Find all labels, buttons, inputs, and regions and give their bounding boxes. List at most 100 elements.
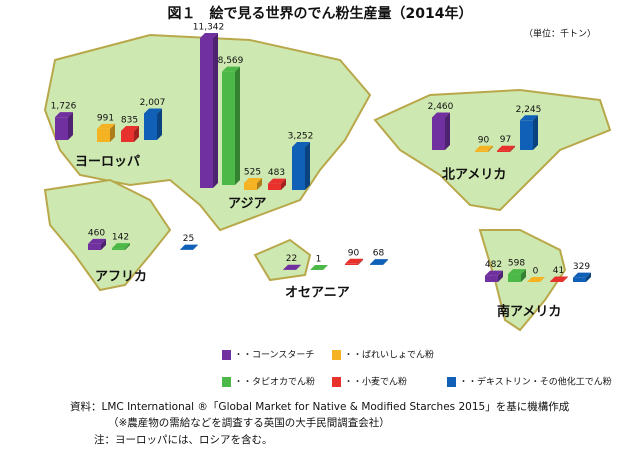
region-label: ヨーロッパ bbox=[75, 155, 140, 170]
bar bbox=[144, 108, 162, 140]
bar-side bbox=[281, 178, 286, 190]
bar-side bbox=[383, 259, 388, 265]
value-label: 142 bbox=[112, 233, 129, 243]
value-label: 68 bbox=[373, 249, 385, 259]
bar-front bbox=[573, 277, 586, 282]
bar-side bbox=[305, 141, 310, 190]
bar-front bbox=[121, 130, 134, 142]
legend-label: ・・ばれいしょでん粉 bbox=[344, 349, 434, 361]
bar-top bbox=[121, 125, 139, 131]
bar-front bbox=[112, 248, 125, 250]
bar-front bbox=[97, 128, 110, 142]
value-label: 2,007 bbox=[140, 98, 166, 108]
region-label: オセアニア bbox=[285, 286, 350, 301]
bar-front bbox=[200, 38, 213, 188]
bar-top bbox=[97, 123, 115, 129]
bar bbox=[268, 178, 286, 190]
bar-top bbox=[268, 178, 286, 184]
legend-label: ・・デキストリン・その他化工でん粉 bbox=[459, 376, 612, 388]
bar-front bbox=[485, 275, 498, 282]
bar-front bbox=[244, 183, 257, 190]
bar-front bbox=[88, 243, 101, 250]
bar-side bbox=[533, 115, 538, 150]
value-label: 483 bbox=[268, 168, 285, 178]
legend-label: ・・コーンスターチ bbox=[234, 350, 314, 361]
region-label: 南アメリカ bbox=[497, 304, 561, 320]
bar bbox=[180, 244, 198, 250]
bar bbox=[97, 123, 115, 142]
bar-top bbox=[222, 66, 240, 72]
value-label: 460 bbox=[88, 228, 105, 238]
bar-front bbox=[550, 281, 563, 282]
bar-front bbox=[432, 117, 445, 150]
legend-label: ・・タピオカでん粉 bbox=[234, 376, 315, 388]
bar-front bbox=[222, 71, 235, 185]
bar-top bbox=[55, 112, 73, 118]
bar-top bbox=[310, 264, 328, 270]
bar-top bbox=[527, 277, 545, 282]
value-label: 90 bbox=[348, 248, 360, 258]
bar bbox=[112, 243, 130, 250]
chart-title: 図１ 絵で見る世界のでん粉生産量（2014年） bbox=[168, 5, 473, 22]
bar-top bbox=[508, 269, 526, 275]
bar-top bbox=[292, 141, 310, 147]
value-label: 1 bbox=[316, 254, 322, 264]
bar-side bbox=[586, 272, 591, 282]
bar-side bbox=[101, 238, 106, 250]
legend-swatch bbox=[332, 350, 341, 360]
bar bbox=[121, 125, 139, 142]
bar-side bbox=[510, 145, 515, 152]
value-label: 3,252 bbox=[288, 131, 314, 141]
bar-side bbox=[521, 269, 526, 282]
bar bbox=[485, 270, 503, 282]
bar bbox=[310, 264, 328, 270]
value-label: 835 bbox=[121, 115, 138, 125]
region-label: 北アメリカ bbox=[442, 168, 506, 183]
bar bbox=[244, 178, 262, 190]
bar bbox=[370, 259, 388, 265]
bar-side bbox=[193, 244, 198, 250]
bar-front bbox=[292, 146, 305, 190]
bar-front bbox=[508, 274, 521, 282]
bar bbox=[283, 264, 301, 270]
bar-front bbox=[268, 183, 281, 190]
bar-top bbox=[485, 270, 503, 276]
bar-side bbox=[445, 112, 450, 150]
bar bbox=[222, 66, 240, 185]
bar-front bbox=[497, 150, 510, 152]
bar-top bbox=[475, 145, 493, 151]
bar-side bbox=[498, 270, 503, 282]
value-label: 1,726 bbox=[51, 102, 77, 112]
value-label: 0 bbox=[533, 267, 539, 277]
value-label: 11,342 bbox=[193, 23, 225, 33]
bar bbox=[88, 238, 106, 250]
bar-side bbox=[134, 125, 139, 142]
bar-side bbox=[125, 243, 130, 250]
bar-top bbox=[370, 259, 388, 265]
bar bbox=[475, 145, 493, 152]
bar-top bbox=[283, 264, 301, 270]
bar-top bbox=[432, 112, 450, 118]
bar bbox=[292, 141, 310, 190]
bar bbox=[573, 272, 591, 282]
value-label: 482 bbox=[485, 260, 502, 270]
bar-top bbox=[497, 145, 515, 151]
unit-note: （単位：千トン） bbox=[524, 28, 596, 40]
value-label: 991 bbox=[97, 113, 114, 123]
bar-front bbox=[475, 150, 488, 152]
bar-top bbox=[112, 243, 130, 249]
value-label: 2,245 bbox=[516, 105, 542, 115]
note: 資料：LMC International ®「Global Market for… bbox=[70, 400, 570, 413]
value-label: 22 bbox=[286, 254, 297, 264]
legend-swatch bbox=[332, 377, 341, 387]
bar-front bbox=[144, 113, 157, 140]
bar-side bbox=[488, 145, 493, 152]
region-label: アフリカ bbox=[95, 270, 147, 285]
bar-side bbox=[323, 264, 328, 270]
bar bbox=[508, 269, 526, 282]
value-label: 525 bbox=[244, 168, 261, 178]
bar bbox=[345, 258, 363, 265]
bar-side bbox=[257, 178, 262, 190]
bar-side bbox=[358, 258, 363, 265]
